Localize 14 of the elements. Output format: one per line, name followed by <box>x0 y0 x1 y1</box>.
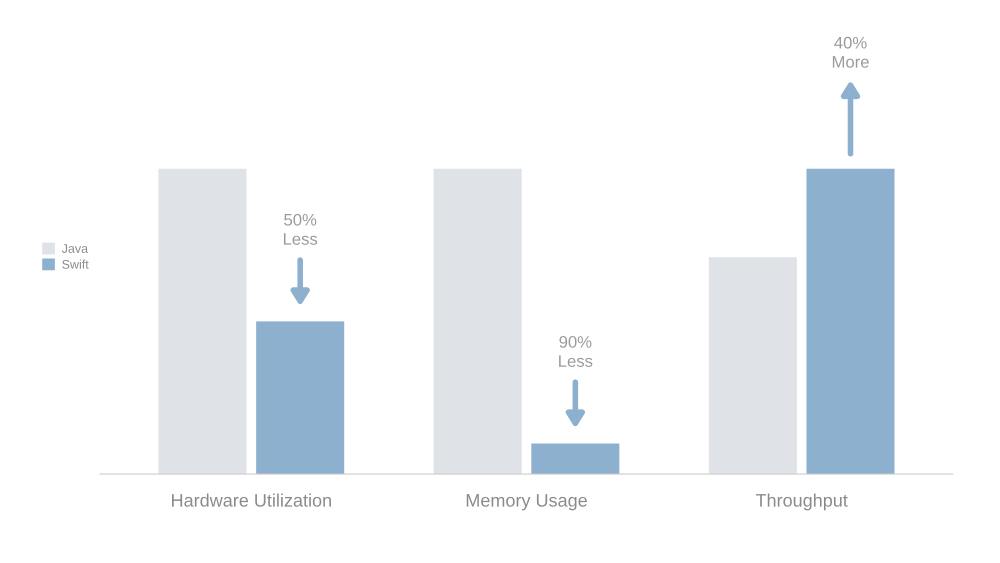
bar <box>158 168 247 474</box>
legend-label: Swift <box>62 260 89 269</box>
bar <box>531 444 620 474</box>
bar <box>256 321 344 474</box>
legend-label: Java <box>62 244 88 253</box>
annotation: 90% Less <box>559 336 592 367</box>
annotation: 50% Less <box>284 214 318 245</box>
x-tick-label: Hardware Utilization <box>172 493 331 507</box>
bar <box>434 168 522 474</box>
text: 40% More <box>832 36 869 68</box>
x-tick-label: Throughput <box>756 493 848 510</box>
x-tick-label: Memory Usage <box>466 494 587 510</box>
bar <box>806 168 895 474</box>
bar <box>708 257 797 474</box>
